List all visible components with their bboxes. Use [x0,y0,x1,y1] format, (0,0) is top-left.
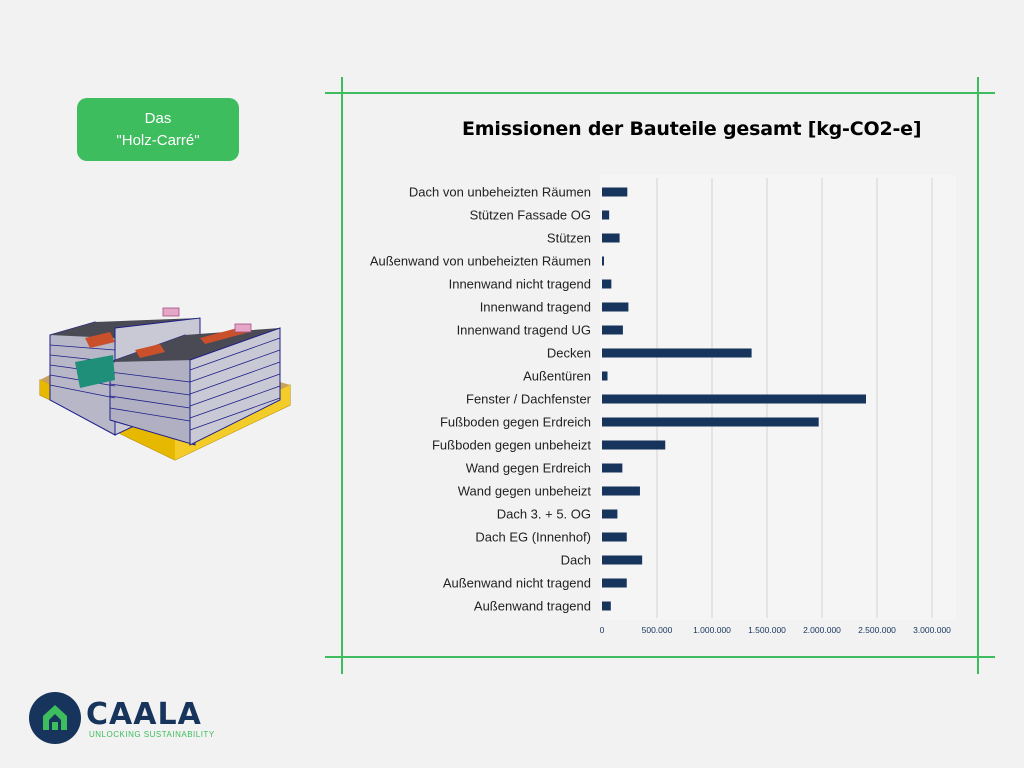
x-tick-label: 3.000.000 [913,625,951,635]
bar [602,187,628,197]
logo-name: CAALA [86,697,202,732]
category-label: Dach [561,553,591,568]
category-label: Innenwand tragend UG [457,323,591,338]
x-tick-label: 1.500.000 [748,625,786,635]
category-label: Dach von unbeheizten Räumen [409,185,591,200]
category-label: Fenster / Dachfenster [466,392,592,407]
frame-right [977,77,979,674]
bar [602,440,666,450]
bar [602,509,618,519]
category-label: Innenwand nicht tragend [449,277,591,292]
logo-tagline: UNLOCKING SUSTAINABILITY [89,730,215,739]
x-tick-label: 1.000.000 [693,625,731,635]
category-label: Außenwand nicht tragend [443,576,591,591]
bar [602,210,610,220]
frame-top [325,92,995,94]
bar [602,578,627,588]
bar [602,417,819,427]
bar [602,463,623,473]
category-label: Wand gegen unbeheizt [458,484,592,499]
x-tick-label: 2.500.000 [858,625,896,635]
category-label: Wand gegen Erdreich [466,461,591,476]
frame-left [341,77,343,674]
category-label: Fußboden gegen Erdreich [440,415,591,430]
bar [602,371,608,381]
bar [602,233,620,243]
bar [602,256,604,266]
x-tick-label: 2.000.000 [803,625,841,635]
building-3d-model [39,307,291,461]
bar [602,601,611,611]
bar [602,486,640,496]
bar [602,532,627,542]
category-label: Stützen Fassade OG [470,208,591,223]
bar [602,279,612,289]
category-label: Außenwand von unbeheizten Räumen [370,254,591,269]
badge-line1: Das [144,109,172,127]
category-label: Dach EG (Innenhof) [475,530,591,545]
category-label: Innenwand tragend [480,300,591,315]
bar [602,394,866,404]
frame-bottom [325,656,995,658]
category-label: Stützen [547,231,591,246]
bar [602,302,629,312]
caala-logo-icon [29,692,81,744]
chart-title: Emissionen der Bauteile gesamt [kg-CO2-e… [462,118,922,140]
category-label: Decken [547,346,591,361]
x-tick-label: 0 [600,625,605,635]
category-label: Außentüren [523,369,591,384]
x-tick-label: 500.000 [642,625,673,635]
badge-line2: "Holz-Carré" [116,131,200,149]
bar [602,555,643,565]
project-badge: Das "Holz-Carré" [77,98,239,161]
bar [602,325,623,335]
category-label: Außenwand tragend [474,599,591,614]
bar [602,348,752,358]
category-label: Dach 3. + 5. OG [497,507,591,522]
category-label: Fußboden gegen unbeheizt [432,438,591,453]
